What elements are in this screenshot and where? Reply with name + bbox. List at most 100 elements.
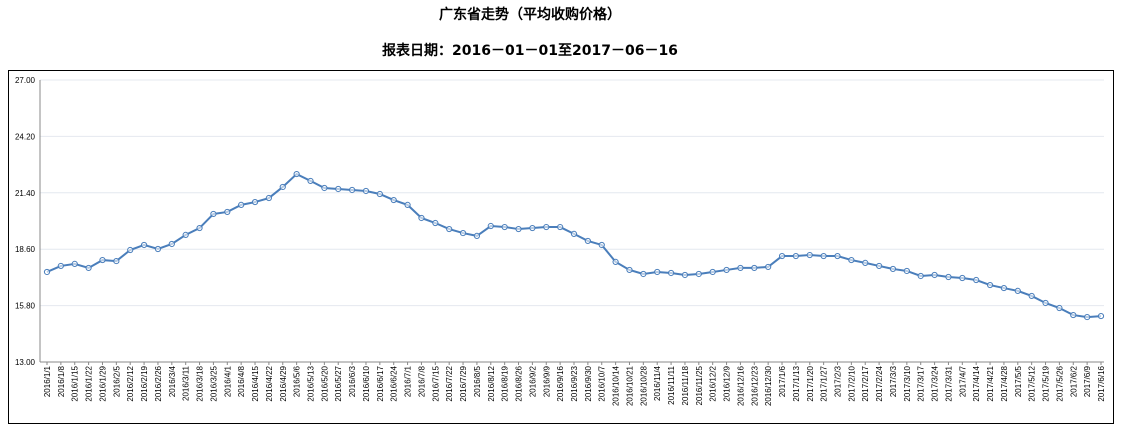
data-point: [751, 264, 758, 272]
x-tick-label: 2016/11/4: [653, 365, 662, 401]
y-tick-label: 27.00: [15, 76, 36, 85]
x-tick-label: 2017/4/28: [1000, 365, 1009, 401]
x-tick-label: 2016/3/25: [209, 365, 218, 401]
data-point: [876, 262, 883, 270]
data-point: [349, 186, 356, 194]
x-tick-label: 2016/6/10: [362, 365, 371, 401]
chart-frame: [8, 70, 1114, 424]
data-point: [1042, 299, 1049, 307]
data-point: [459, 229, 467, 237]
data-point: [418, 214, 425, 222]
data-point: [1097, 312, 1105, 320]
data-point: [210, 210, 217, 218]
x-tick-label: 2016/1/8: [57, 365, 66, 397]
x-tick-label: 2017/3/17: [917, 365, 926, 401]
x-tick-label: 2017/1/20: [806, 365, 815, 401]
x-tick-label: 2017/6/16: [1097, 365, 1106, 401]
data-point: [889, 265, 897, 273]
data-point: [362, 187, 370, 195]
x-tick-label: 2017/4/7: [958, 365, 967, 397]
data-point: [57, 262, 64, 270]
y-tick-label: 18.60: [15, 245, 36, 254]
data-point: [778, 252, 786, 260]
data-point: [85, 264, 92, 272]
x-tick-label: 2016/3/18: [196, 365, 205, 401]
data-point: [1070, 311, 1077, 319]
x-tick-label: 2016/10/7: [598, 365, 607, 401]
x-tick-label: 2016/9/9: [542, 365, 551, 397]
data-point: [986, 281, 994, 289]
x-tick-label: 2017/3/10: [903, 365, 912, 401]
data-point: [640, 270, 647, 278]
data-point: [820, 252, 827, 260]
x-tick-label: 2016/12/2: [709, 365, 718, 401]
data-point: [43, 268, 51, 276]
data-point: [321, 184, 328, 192]
data-point: [765, 263, 772, 271]
data-point: [667, 269, 675, 277]
x-tick-label: 2017/6/9: [1083, 365, 1092, 397]
data-point: [806, 251, 813, 259]
x-tick-label: 2016/9/23: [570, 365, 579, 401]
data-point: [196, 224, 203, 232]
data-point: [113, 257, 120, 265]
data-point: [612, 258, 619, 265]
data-point: [557, 223, 564, 231]
x-tick-label: 2016/9/16: [556, 365, 565, 401]
data-point: [224, 208, 231, 216]
data-point: [265, 194, 272, 202]
data-point: [834, 252, 841, 260]
data-point: [251, 198, 259, 206]
data-point: [931, 271, 938, 279]
data-point: [681, 271, 689, 279]
x-tick-label: 2016/3/4: [168, 365, 177, 397]
x-tick-label: 2016/2/5: [112, 365, 121, 397]
x-tick-label: 2016/2/26: [154, 365, 163, 401]
data-point: [529, 224, 536, 232]
x-tick-label: 2016/10/14: [612, 365, 621, 406]
x-tick-label: 2017/3/31: [944, 365, 953, 401]
x-tick-label: 2016/8/26: [515, 365, 524, 401]
data-point: [1028, 292, 1035, 300]
x-tick-label: 2017/1/13: [792, 365, 801, 401]
x-tick-label: 2016/2/12: [126, 365, 135, 401]
x-tick-label: 2016/10/21: [625, 365, 634, 406]
x-tick-label: 2016/4/22: [265, 365, 274, 401]
data-point: [584, 237, 591, 245]
x-tick-label: 2016/6/24: [390, 365, 399, 401]
data-point: [446, 225, 453, 233]
data-point: [168, 240, 175, 248]
data-point: [654, 268, 661, 276]
data-point: [917, 272, 924, 280]
data-point: [140, 241, 148, 249]
data-point: [127, 246, 134, 254]
x-tick-label: 2017/3/3: [889, 365, 898, 397]
x-tick-label: 2017/5/26: [1055, 365, 1064, 401]
x-tick-label: 2016/3/11: [182, 365, 191, 401]
data-point: [487, 222, 494, 230]
data-point: [404, 201, 411, 208]
y-tick-label: 15.80: [15, 302, 36, 311]
x-tick-label: 2016/10/28: [639, 365, 648, 406]
data-point: [945, 273, 952, 281]
x-tick-label: 2016/1/1: [43, 365, 52, 397]
y-tick-label: 24.20: [15, 132, 36, 141]
data-point: [376, 190, 383, 198]
series-line: [46, 172, 1102, 319]
x-tick-label: 2017/2/24: [875, 365, 884, 401]
data-point: [973, 276, 980, 284]
data-point: [390, 196, 397, 204]
x-tick-label: 2017/4/14: [972, 365, 981, 401]
data-point: [903, 267, 910, 275]
x-tick-label: 2016/4/29: [279, 365, 288, 401]
chart-subtitle: 报表日期：2016－01－01至2017－06－16: [382, 43, 678, 59]
x-tick-label: 2016/11/25: [695, 365, 704, 405]
x-tick-label: 2016/5/6: [293, 365, 302, 397]
data-point: [279, 183, 286, 191]
data-point: [792, 252, 799, 260]
x-tick-label: 2017/6/2: [1069, 365, 1078, 397]
data-point: [71, 260, 78, 268]
x-tick-label: 2017/1/27: [820, 365, 829, 401]
data-point: [154, 245, 162, 253]
